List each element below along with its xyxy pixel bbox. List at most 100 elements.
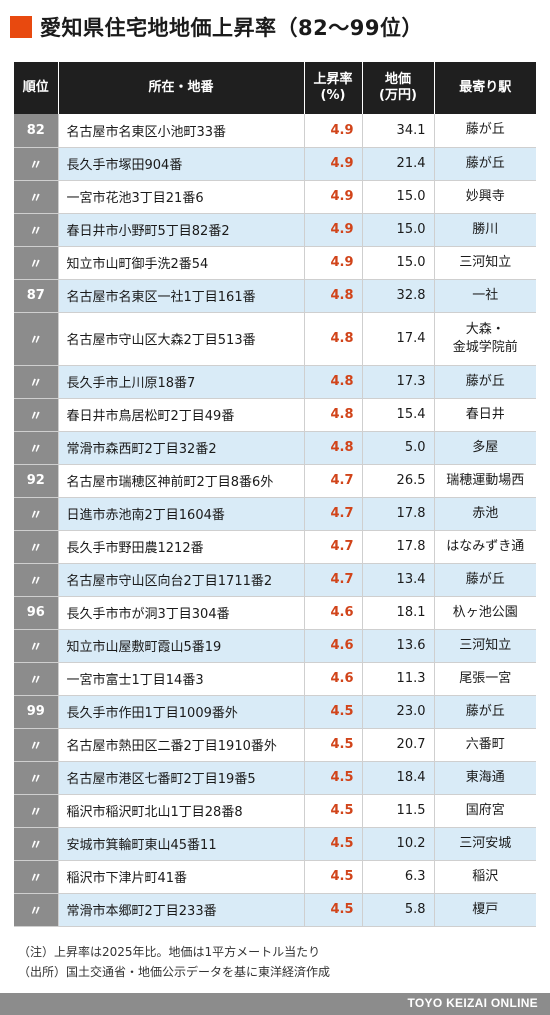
station-name: 榎戸 — [472, 901, 499, 917]
rank-cell: 82 — [14, 114, 59, 148]
rank-cell: 87 — [14, 279, 59, 313]
address-cell: 稲沢市稲沢町北山1丁目28番8 — [58, 794, 305, 828]
note-2: （出所）国土交通省・地価公示データを基に東洋経済作成 — [18, 965, 331, 979]
table-row: 〃春日井市鳥居松町2丁目49番 4.8 15.4 春日井 — [14, 398, 536, 432]
rate-cell: 4.5 — [304, 860, 363, 894]
page-title: 愛知県住宅地地価上昇率（82〜99位） — [40, 16, 423, 40]
rank-cell: 99 — [14, 695, 59, 729]
header-price-line1: 地価 — [384, 72, 411, 87]
title-square-icon — [10, 16, 32, 38]
price-cell: 5.8 — [362, 893, 435, 927]
table-row: 〃名古屋市港区七番町2丁目19番5 4.5 18.4 東海通 — [14, 761, 536, 795]
price-cell: 15.4 — [362, 398, 435, 432]
price-cell: 11.5 — [362, 794, 435, 828]
station-name: 藤が丘 — [465, 373, 505, 389]
station-name: 藤が丘 — [465, 571, 505, 587]
price-cell: 5.0 — [362, 431, 435, 465]
rank-cell: 〃 — [14, 213, 59, 247]
rate-cell: 4.5 — [304, 695, 363, 729]
rank-cell: 〃 — [14, 761, 59, 795]
table-row: 〃安城市箕輪町東山45番11 4.5 10.2 三河安城 — [14, 827, 536, 861]
address-cell: 安城市箕輪町東山45番11 — [58, 827, 305, 861]
address-cell: 一宮市花池3丁目21番6 — [58, 180, 305, 214]
price-cell: 15.0 — [362, 213, 435, 247]
price-cell: 11.3 — [362, 662, 435, 696]
rank-cell: 〃 — [14, 893, 59, 927]
address-cell: 稲沢市下津片町41番 — [58, 860, 305, 894]
rate-cell: 4.5 — [304, 761, 363, 795]
address-cell: 長久手市市が洞3丁目304番 — [58, 596, 305, 630]
table-row: 〃名古屋市守山区大森2丁目513番 4.8 17.4 大森・ 金城学院前 — [14, 312, 536, 366]
address-cell: 長久手市塚田904番 — [58, 147, 305, 181]
note-1: （注）上昇率は2025年比。地価は1平方メートル当たり — [18, 945, 321, 959]
station-cell: 国府宮 — [434, 794, 536, 828]
address-cell: 名古屋市名東区一社1丁目161番 — [58, 279, 305, 313]
price-cell: 15.0 — [362, 246, 435, 280]
table-row: 〃稲沢市下津片町41番 4.5 6.3 稲沢 — [14, 860, 536, 894]
rate-cell: 4.8 — [304, 365, 363, 399]
rate-cell: 4.9 — [304, 147, 363, 181]
price-cell: 20.7 — [362, 728, 435, 762]
rank-cell: 〃 — [14, 827, 59, 861]
address-cell: 春日井市鳥居松町2丁目49番 — [58, 398, 305, 432]
header-price: 地価 (万円) — [362, 62, 435, 114]
rank-cell: 92 — [14, 464, 59, 498]
header-rate-line2: (%) — [320, 88, 346, 103]
address-cell: 名古屋市港区七番町2丁目19番5 — [58, 761, 305, 795]
station-cell: 春日井 — [434, 398, 536, 432]
rate-cell: 4.7 — [304, 563, 363, 597]
price-cell: 32.8 — [362, 279, 435, 313]
table-row: 〃稲沢市稲沢町北山1丁目28番8 4.5 11.5 国府宮 — [14, 794, 536, 828]
address-cell: 知立市山屋敷町霞山5番19 — [58, 629, 305, 663]
address-cell: 知立市山町御手洗2番54 — [58, 246, 305, 280]
rate-cell: 4.5 — [304, 728, 363, 762]
station-name: 大森・ — [465, 321, 505, 337]
station-name: 多屋 — [472, 439, 499, 455]
header-rate-line1: 上昇率 — [313, 72, 353, 87]
address-cell: 名古屋市名東区小池町33番 — [58, 114, 305, 148]
price-cell: 18.4 — [362, 761, 435, 795]
station-name: 瑞穂運動場西 — [446, 472, 525, 488]
table-row: 〃長久手市塚田904番 4.9 21.4 藤が丘 — [14, 147, 536, 181]
header-address: 所在・地番 — [58, 62, 305, 114]
station-cell: 三河知立 — [434, 629, 536, 663]
rate-cell: 4.6 — [304, 629, 363, 663]
header-station: 最寄り駅 — [434, 62, 536, 114]
footer-bar: TOYO KEIZAI ONLINE — [0, 993, 550, 1015]
table-row: 〃長久手市野田農1212番 4.7 17.8 はなみずき通 — [14, 530, 536, 564]
station-cell: 三河安城 — [434, 827, 536, 861]
station-name: 赤池 — [472, 505, 499, 521]
price-cell: 10.2 — [362, 827, 435, 861]
table-row: 96 長久手市市が洞3丁目304番 4.6 18.1 杁ヶ池公園 — [14, 596, 536, 630]
rate-cell: 4.6 — [304, 662, 363, 696]
station-name: 藤が丘 — [465, 155, 505, 171]
table-row: 〃知立市山町御手洗2番54 4.9 15.0 三河知立 — [14, 246, 536, 280]
station-cell: 六番町 — [434, 728, 536, 762]
address-cell: 名古屋市守山区大森2丁目513番 — [58, 312, 305, 366]
header-price-line2: (万円) — [379, 88, 417, 103]
rate-cell: 4.8 — [304, 398, 363, 432]
price-cell: 17.8 — [362, 497, 435, 531]
station-cell: 東海通 — [434, 761, 536, 795]
table-row: 87 名古屋市名東区一社1丁目161番 4.8 32.8 一社 — [14, 279, 536, 313]
table-row: 〃常滑市本郷町2丁目233番 4.5 5.8 榎戸 — [14, 893, 536, 927]
rank-cell: 〃 — [14, 312, 59, 366]
price-cell: 23.0 — [362, 695, 435, 729]
station-name: 東海通 — [465, 769, 505, 785]
rank-cell: 〃 — [14, 147, 59, 181]
price-cell: 26.5 — [362, 464, 435, 498]
rank-cell: 〃 — [14, 246, 59, 280]
table-row: 〃名古屋市守山区向台2丁目1711番2 4.7 13.4 藤が丘 — [14, 563, 536, 597]
price-cell: 15.0 — [362, 180, 435, 214]
rate-cell: 4.7 — [304, 464, 363, 498]
rate-cell: 4.8 — [304, 279, 363, 313]
table-row: 〃名古屋市熱田区二番2丁目1910番外 4.5 20.7 六番町 — [14, 728, 536, 762]
ranking-table: 順位 所在・地番 上昇率 (%) 地価 (万円) 最寄り駅 82 名古屋市名東区小… — [14, 62, 536, 927]
table-row: 〃知立市山屋敷町霞山5番19 4.6 13.6 三河知立 — [14, 629, 536, 663]
rank-cell: 96 — [14, 596, 59, 630]
station-cell: 多屋 — [434, 431, 536, 465]
footer-brand: TOYO KEIZAI ONLINE — [407, 996, 538, 1010]
station-name: 勝川 — [472, 221, 499, 237]
rank-cell: 〃 — [14, 365, 59, 399]
station-cell: 勝川 — [434, 213, 536, 247]
